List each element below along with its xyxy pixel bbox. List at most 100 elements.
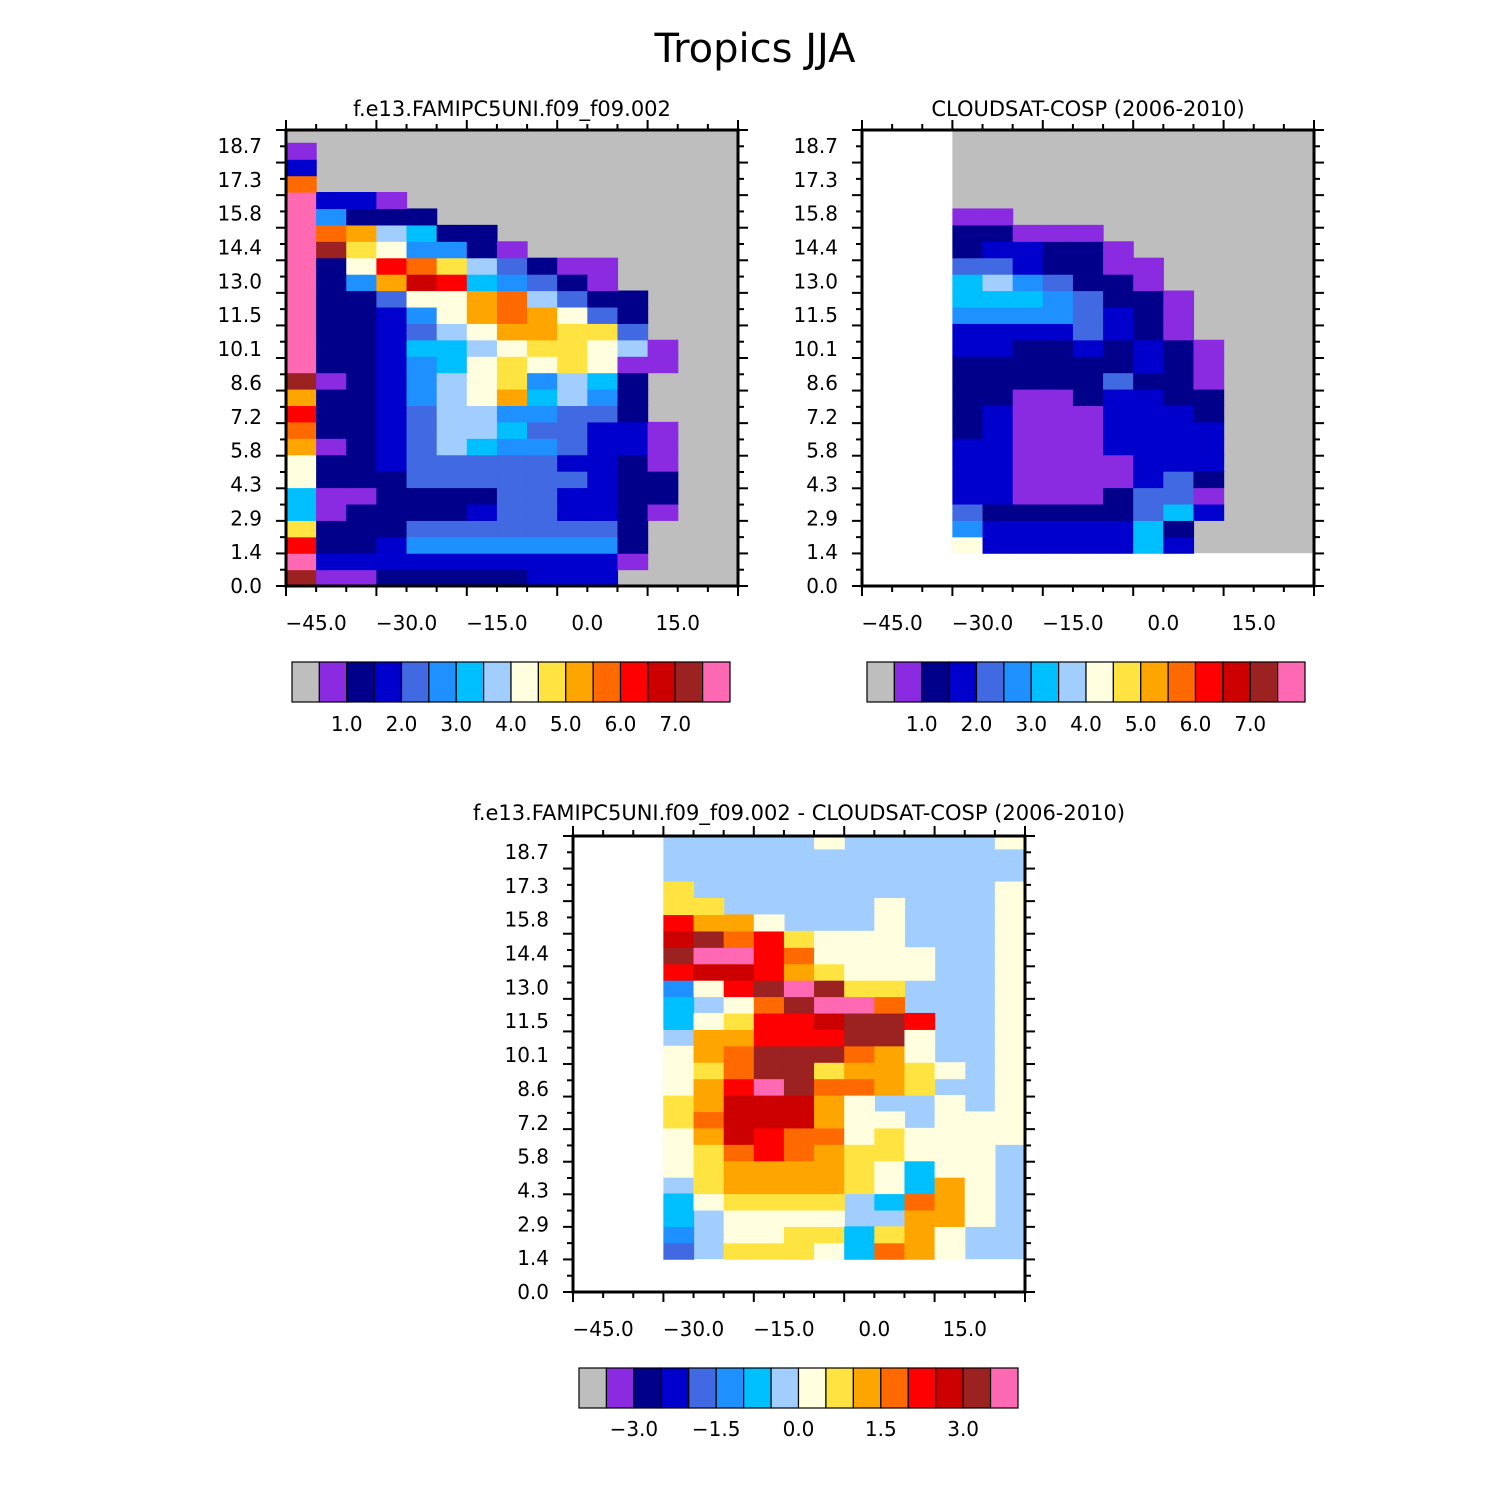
heatmap-cell (1133, 536, 1164, 554)
heatmap-cell (994, 1062, 1026, 1080)
heatmap-cell (557, 520, 588, 538)
heatmap-cell (994, 947, 1026, 965)
heatmap-cell (527, 471, 558, 489)
heatmap-cell (1133, 503, 1164, 521)
heatmap-cell (496, 306, 528, 324)
heatmap-cell (557, 471, 588, 489)
heatmap-cell (376, 323, 408, 341)
heatmap-cell (376, 405, 408, 423)
heatmap-cell (964, 1160, 996, 1178)
heatmap-cell (693, 1144, 725, 1162)
heatmap-cell (1193, 405, 1225, 423)
heatmap-cell (1193, 421, 1225, 439)
heatmap-cell (904, 1127, 936, 1145)
heatmap-cell (346, 487, 377, 505)
heatmap-cell (346, 471, 377, 489)
heatmap-cell (527, 389, 558, 407)
heatmap-cell (406, 454, 438, 472)
colorbar-label: 3.0 (1015, 712, 1047, 736)
heatmap-cell (934, 1095, 966, 1113)
heatmap-cell (663, 881, 695, 899)
heatmap-cell (994, 1029, 1026, 1047)
heatmap-cell (814, 1029, 845, 1047)
heatmap-cell (753, 1111, 785, 1129)
heatmap-cell (994, 963, 1026, 981)
heatmap-cell (376, 553, 408, 571)
heatmap-cell (874, 1111, 906, 1129)
heatmap-cell (874, 1062, 906, 1080)
heatmap-cell (982, 520, 1014, 538)
heatmap-cell (1133, 487, 1164, 505)
heatmap-cell (952, 372, 984, 390)
heatmap-cell (1072, 257, 1104, 275)
heatmap-cell (557, 290, 588, 308)
heatmap-cell (982, 339, 1014, 357)
heatmap-cell (783, 1177, 815, 1195)
x-tick-label: −45.0 (285, 611, 346, 635)
heatmap-cell (1103, 389, 1134, 407)
heatmap-cell (952, 503, 984, 521)
heatmap-cell (466, 241, 498, 259)
heatmap-cell (1103, 421, 1134, 439)
colorbar-box (1167, 661, 1197, 703)
x-tick-label: −45.0 (861, 611, 922, 635)
heatmap-cell (587, 274, 619, 292)
heatmap-cell (406, 290, 438, 308)
heatmap-cell (346, 553, 377, 571)
heatmap-cell (693, 898, 725, 916)
heatmap-cell (316, 372, 347, 390)
heatmap-cell (346, 438, 377, 456)
heatmap-cell (316, 241, 347, 259)
colorbar-box (948, 661, 978, 703)
heatmap-cell (904, 1242, 936, 1260)
heatmap-cell (723, 1078, 755, 1096)
heatmap-cell (844, 1045, 875, 1063)
colorbar-box (893, 661, 923, 703)
heatmap-cell (693, 980, 725, 998)
heatmap-cell (587, 421, 619, 439)
heatmap-cell (1193, 389, 1225, 407)
heatmap-cell (844, 963, 875, 981)
heatmap-cell (814, 836, 845, 850)
heatmap-cell (874, 1045, 906, 1063)
heatmap-cell (723, 963, 755, 981)
heatmap-cell (934, 1209, 966, 1227)
heatmap-cell (874, 1127, 906, 1145)
heatmap-cell (466, 405, 498, 423)
heatmap-cell (964, 1209, 996, 1227)
heatmap-cell (436, 421, 468, 439)
heatmap-cell (1103, 290, 1134, 308)
heatmap-cell (1103, 471, 1134, 489)
heatmap-cell (994, 930, 1026, 948)
heatmap-cell (693, 1193, 725, 1211)
heatmap-cell (316, 257, 347, 275)
heatmap-cell (934, 1193, 966, 1211)
y-tick-label: 7.2 (806, 405, 838, 429)
heatmap-cell (346, 339, 377, 357)
heatmap-cell (1163, 438, 1195, 456)
heatmap-cell (436, 372, 468, 390)
heatmap-cell (557, 438, 588, 456)
heatmap-cell (783, 1078, 815, 1096)
heatmap-cell (376, 241, 408, 259)
heatmap-cell (783, 996, 815, 1014)
colorbar-label: 1.0 (906, 712, 938, 736)
heatmap-cell (466, 257, 498, 275)
heatmap-cell (617, 487, 649, 505)
heatmap-cell (617, 356, 649, 374)
heatmap-cell (1072, 274, 1104, 292)
heatmap-cell (693, 1012, 725, 1030)
heatmap-cell (557, 553, 588, 571)
heatmap-cell (436, 454, 468, 472)
colorbar-label: 2.0 (386, 712, 418, 736)
colorbar-box (1003, 661, 1032, 703)
heatmap-cell (587, 487, 619, 505)
heatmap-cell (994, 836, 1026, 850)
heatmap-cell (376, 224, 408, 242)
heatmap-cell (376, 454, 408, 472)
heatmap-cell (814, 1095, 845, 1113)
heatmap-cell (663, 1209, 695, 1227)
heatmap-cell (527, 438, 558, 456)
heatmap-cell (693, 1078, 725, 1096)
heatmap-cell (647, 339, 679, 357)
